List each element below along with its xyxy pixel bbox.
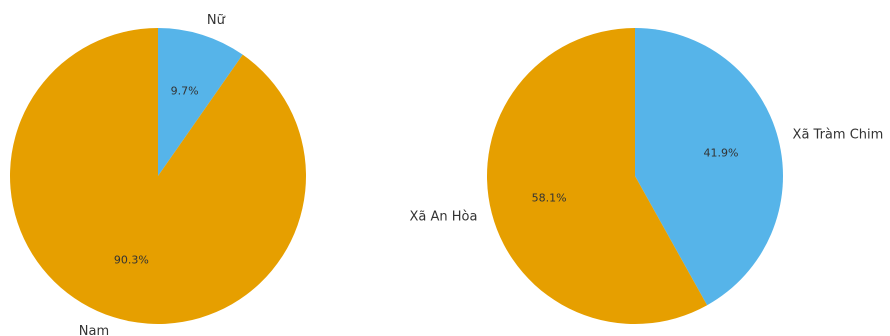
category-label-nu: Nữ — [207, 13, 226, 28]
percent-label-nam: 90.3% — [114, 254, 149, 267]
percent-label-xa-an-hoa: 58.1% — [532, 191, 567, 204]
pie-chart-gender: Nữ 9.7% Nam 90.3% — [9, 13, 306, 336]
category-label-xa-tram-chim: Xã Tràm Chim — [793, 128, 884, 143]
pie-slice-xa-tram-chim — [635, 28, 783, 306]
percent-label-xa-tram-chim: 41.9% — [703, 147, 738, 160]
pie-chart-commune: Xã Tràm Chim 41.9% Xã An Hòa 58.1% — [409, 28, 883, 324]
category-label-nam: Nam — [79, 324, 109, 336]
pie-slice-nam — [9, 28, 306, 324]
category-label-xa-an-hoa: Xã An Hòa — [409, 209, 477, 224]
pie-slice-xa-an-hoa — [487, 28, 708, 324]
percent-label-nu: 9.7% — [171, 84, 199, 97]
pie-slice-nu — [158, 28, 243, 176]
